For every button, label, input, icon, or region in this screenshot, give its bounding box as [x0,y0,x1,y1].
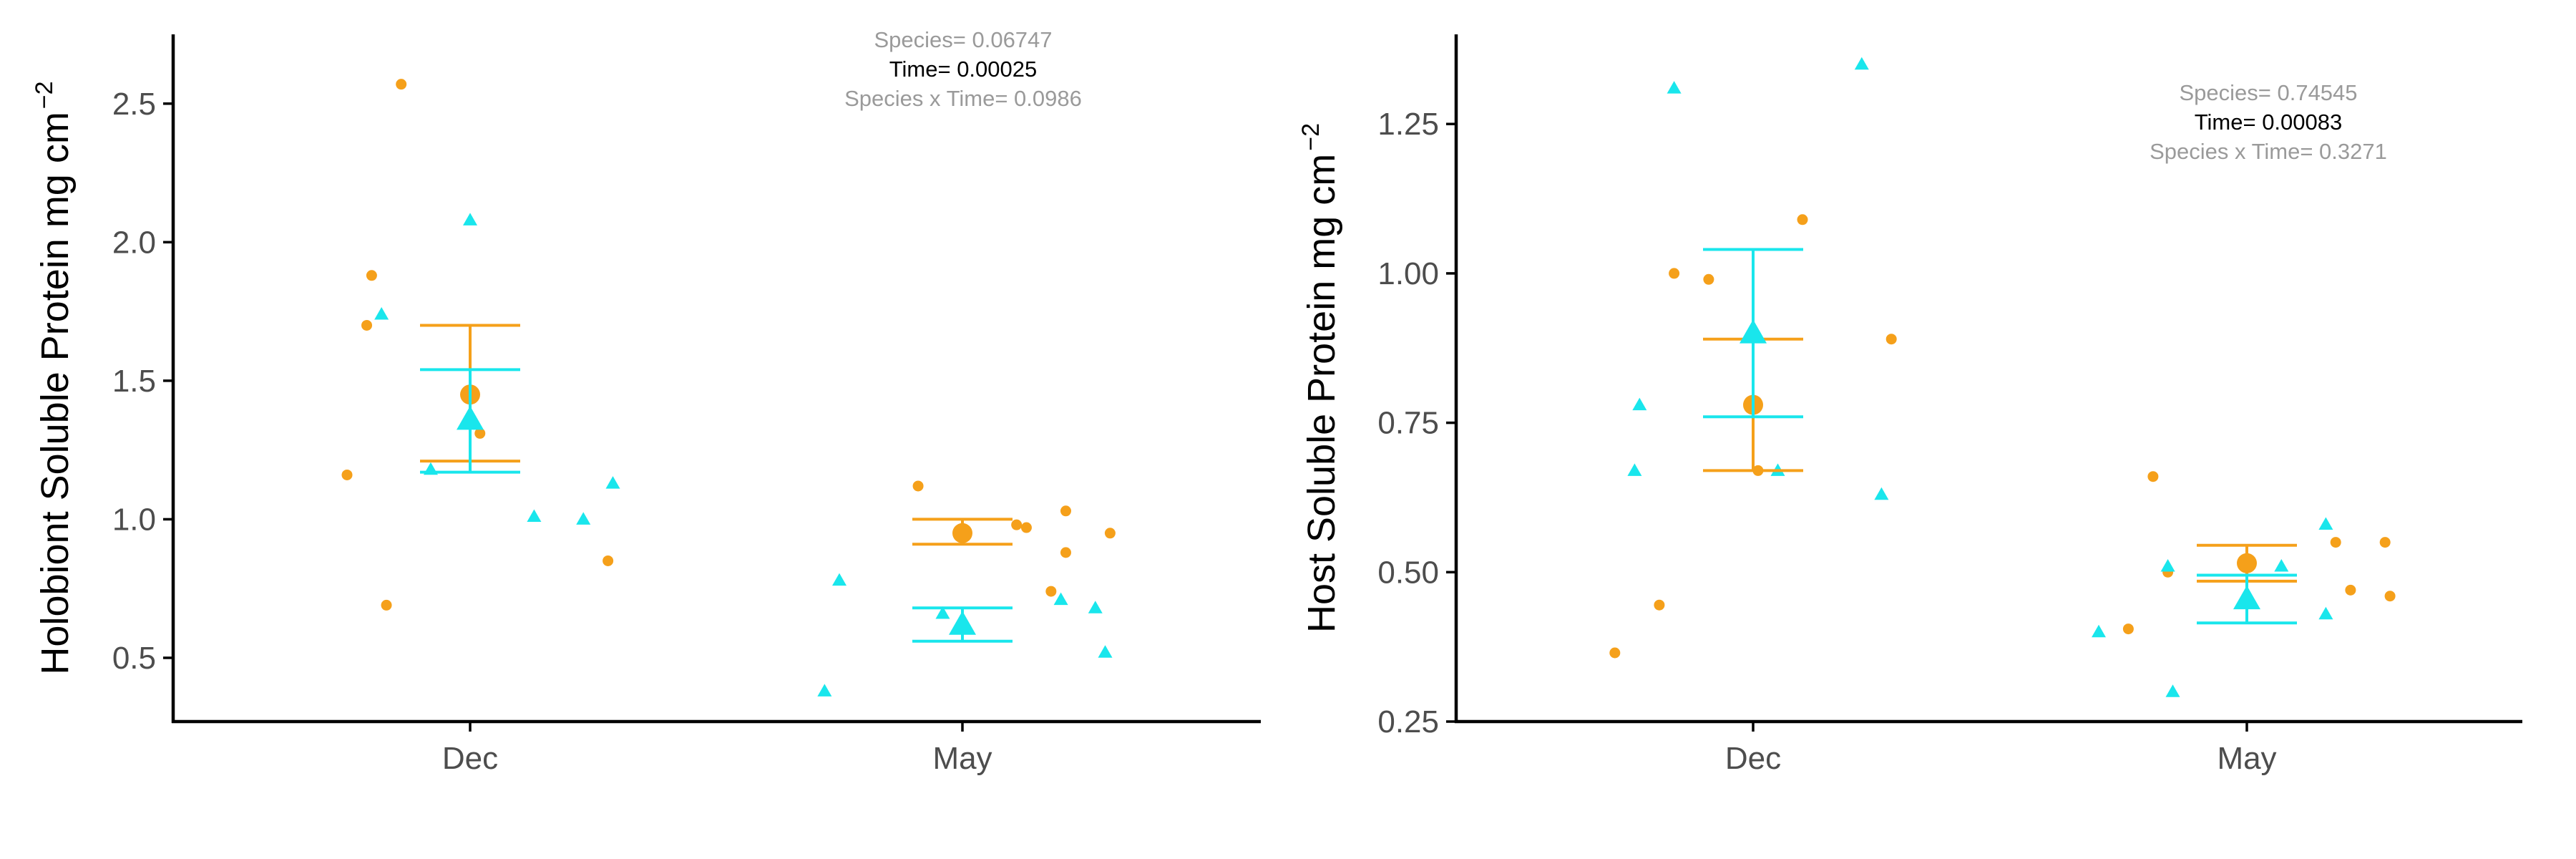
data-point-cyan [2318,606,2333,620]
data-point-orange [1104,528,1116,539]
data-point-cyan [374,306,389,320]
data-point-orange [2345,584,2356,596]
x-tick-label-may: May [2217,741,2276,776]
data-point-cyan [817,684,832,697]
stat-annotation: Species x Time= 0.3271 [2150,139,2387,164]
mean-point-orange [2237,553,2257,573]
data-point-orange [1060,547,1071,558]
data-point-cyan [1667,81,1682,94]
data-point-cyan [576,512,591,525]
data-point-cyan [935,606,950,619]
y-axis-title: Host Soluble Protein mg cm −2 [1297,123,1343,633]
data-point-orange [2330,537,2341,548]
data-point-cyan [1098,645,1113,658]
data-point-cyan [2274,558,2289,572]
x-tick-label-may: May [932,741,992,776]
data-point-orange [1060,505,1071,517]
x-tick-label-dec: Dec [1725,741,1781,776]
data-point-orange [396,79,407,90]
data-point-orange [602,555,614,566]
data-point-orange [381,599,392,611]
data-point-cyan [2318,517,2333,530]
y-axis-title-text: Host Soluble Protein mg cm [1300,154,1343,633]
data-point-orange [1020,522,1032,533]
data-point-orange [2379,537,2391,548]
data-point-cyan [605,476,620,489]
data-point-cyan [1053,592,1068,606]
data-point-orange [1885,334,1897,345]
data-point-orange [1654,599,1665,611]
y-axis-title: Holobiont Soluble Protein mg cm −2 [31,81,77,674]
data-point-cyan [527,509,542,523]
panel-holobiont-protein: 0.5 1.0 1.5 2.0 2.5 Dec May Holobiont Soluble P… [31,27,1261,776]
data-point-orange [361,319,373,331]
stat-annotation: Time= 0.00025 [889,57,1038,82]
data-point-orange [1797,214,1808,225]
data-point-orange [1011,519,1023,530]
data-point-orange [1609,647,1621,659]
stat-annotation: Species= 0.74545 [2179,80,2357,105]
mean-point-cyan [1740,319,1767,344]
stat-annotation: Time= 0.00083 [2195,110,2343,135]
panel-host-protein: 0.25 0.50 0.75 1.00 1.25 Dec May Host Soluble P… [1297,34,2522,776]
y-axis-title-text: Holobiont Soluble Protein mg cm [34,112,77,674]
x-tick-label-dec: Dec [442,741,498,776]
data-point-orange [912,480,924,492]
data-point-cyan [1632,397,1647,411]
y-tick-label: 1.25 [1377,107,1439,142]
data-point-orange [1045,586,1057,597]
mean-point-cyan [949,611,976,635]
mean-point-cyan [457,406,484,430]
y-tick-label: 0.5 [112,641,156,676]
y-tick-label: 1.5 [112,364,156,399]
data-point-orange [1669,268,1680,279]
stat-annotation: Species x Time= 0.0986 [844,86,1082,111]
y-tick-label: 0.50 [1377,555,1439,590]
data-point-orange [2384,591,2396,602]
y-axis-title-exponent: −2 [1297,123,1324,151]
data-point-cyan [1874,487,1889,500]
data-point-orange [2122,623,2134,635]
y-tick-label: 0.75 [1377,406,1439,441]
y-tick-label: 1.00 [1377,256,1439,291]
y-tick-label: 2.5 [112,87,156,122]
data-point-orange [2147,471,2159,482]
mean-point-orange [952,523,972,543]
y-axis-title-exponent: −2 [31,81,58,109]
data-point-cyan [2165,684,2180,697]
stat-annotation: Species= 0.06747 [874,27,1052,52]
data-point-cyan [1627,463,1642,476]
y-tick-label: 2.0 [112,225,156,260]
data-point-orange [366,270,377,281]
data-point-cyan [463,213,477,225]
data-point-orange [341,469,353,480]
data-point-cyan [1088,601,1103,613]
y-tick-label: 0.25 [1377,704,1439,739]
data-point-orange [1703,273,1714,285]
data-point-orange [474,427,486,439]
data-point-cyan [2092,624,2106,638]
y-tick-label: 1.0 [112,502,156,537]
data-point-cyan [832,573,847,586]
mean-point-cyan [2233,585,2260,610]
data-point-cyan [2160,558,2175,572]
data-point-cyan [1854,57,1869,70]
